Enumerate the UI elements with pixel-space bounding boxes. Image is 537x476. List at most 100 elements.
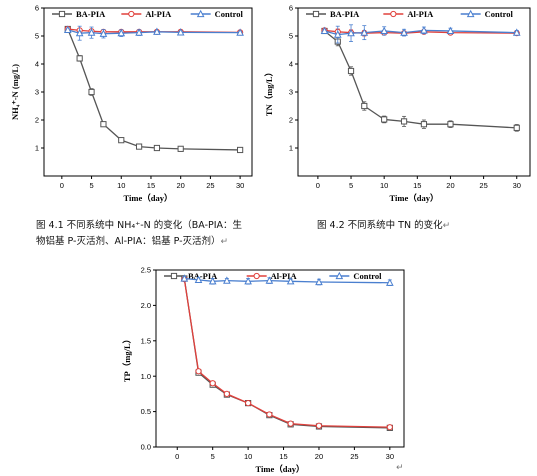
data-point	[320, 26, 329, 35]
series-1	[181, 276, 393, 431]
x-axis-title: Time（day）	[390, 193, 439, 203]
data-point	[135, 28, 143, 36]
y-tick-label: 6	[35, 4, 39, 13]
data-point	[446, 26, 455, 35]
data-point	[176, 28, 185, 36]
data-point	[75, 28, 84, 37]
data-point	[88, 88, 95, 96]
legend-label: BA-PIA	[188, 271, 218, 281]
caption-tn: 图 4.2 不同系统中 TN 的变化	[317, 220, 443, 231]
y-tick-label: 2.5	[141, 266, 151, 275]
data-point	[386, 278, 394, 286]
return-mark: ↵	[220, 237, 229, 247]
legend: BA-PIA Al-PIA Control	[306, 9, 513, 19]
plot-frame	[155, 269, 405, 448]
legend-marker	[196, 9, 205, 18]
data-point	[87, 28, 96, 36]
data-point	[118, 137, 125, 144]
data-point	[315, 277, 323, 286]
legend-label: Al-PIA	[407, 9, 434, 19]
data-point	[76, 55, 83, 62]
y-tick-label: 1	[35, 144, 39, 153]
x-tick-label: 5	[349, 181, 353, 190]
data-point	[420, 26, 428, 34]
x-tick-label: 0	[316, 181, 320, 190]
x-tick-label: 10	[380, 181, 388, 190]
data-point	[381, 116, 388, 123]
x-tick-label: 5	[211, 452, 215, 461]
x-tick-label: 25	[350, 452, 358, 461]
series-line	[183, 278, 390, 429]
y-tick-label: 1	[289, 144, 293, 153]
series-line	[183, 279, 390, 428]
data-point	[194, 275, 203, 284]
data-point	[380, 26, 388, 35]
x-tick-label: 0	[175, 452, 179, 461]
data-point	[135, 143, 143, 150]
y-tick-label: 5	[35, 32, 39, 41]
series-0	[181, 275, 393, 431]
data-point	[63, 25, 72, 33]
y-tick-label: 6	[289, 4, 293, 13]
legend-marker	[58, 10, 66, 18]
data-point	[236, 28, 244, 36]
y-tick-label: 1.0	[141, 372, 151, 381]
y-tick-label: 2.0	[141, 301, 151, 310]
legend-label: Control	[353, 271, 382, 281]
caption-line-2: 物铝基 P-灭活剂、Al-PIA：铝基 P-灭活剂）	[36, 236, 221, 247]
tn-chart: 0 5 10 15 20 25 30 1 2 3 4 5 6 Time（day） TN（mg/L） BA-PI…	[264, 4, 531, 203]
y-axis-title: TN（mg/L）	[264, 68, 274, 116]
data-point	[286, 277, 295, 285]
data-point	[287, 420, 294, 427]
data-point	[244, 277, 252, 285]
return-mark-bottom: ↵	[396, 463, 404, 473]
data-point	[400, 28, 408, 36]
legend-marker	[312, 10, 320, 18]
series-line	[324, 30, 517, 129]
data-point	[512, 28, 521, 36]
y-tick-label: 4	[35, 60, 39, 69]
plot-frame	[43, 7, 253, 177]
data-point	[513, 124, 520, 131]
series-0	[321, 27, 520, 132]
y-tick-label: 5	[289, 32, 293, 41]
y-axis-title: NH₄⁺-N (mg/L)	[10, 64, 20, 120]
data-point	[360, 28, 369, 36]
nh4-chart: 0 5 10 15 20 25 30 1 2 3 4 5 6 Time（day） NH₄⁺-N (mg/L)…	[10, 4, 253, 203]
y-tick-label: 0.5	[141, 407, 151, 416]
legend-label: Control	[485, 9, 514, 19]
tp-chart: 0 5 10 15 20 25 30 0.0 0.5 1.0 1.5 2.0 2.5 Time（day） T…	[122, 266, 405, 474]
y-tick-label: 4	[289, 60, 293, 69]
figure-4-2-caption: 图 4.2 不同系统中 TN 的变化↵	[317, 218, 450, 234]
caption-line-1: 图 4.1 不同系统中 NH₄⁺-N 的变化（BA-PIA：生	[36, 220, 243, 231]
legend-marker	[253, 272, 260, 280]
legend-label: BA-PIA	[330, 9, 360, 19]
y-tick-label: 2	[289, 116, 293, 125]
x-tick-label: 10	[244, 452, 252, 461]
data-point	[266, 411, 273, 418]
x-tick-label: 20	[315, 452, 323, 461]
data-point	[265, 276, 274, 284]
x-tick-label: 15	[147, 181, 155, 190]
data-point	[245, 400, 252, 407]
y-tick-label: 3	[289, 88, 293, 97]
x-tick-label: 15	[279, 452, 287, 461]
data-point	[420, 121, 428, 128]
legend-marker	[466, 9, 475, 18]
x-tick-label: 10	[117, 181, 125, 190]
y-axis-title: TP（mg/L）	[122, 335, 132, 382]
data-point	[209, 380, 216, 387]
legend-marker	[170, 272, 178, 280]
y-tick-label: 3	[35, 88, 39, 97]
data-point	[333, 30, 342, 38]
legend-label: Al-PIA	[145, 9, 172, 19]
x-tick-label: 25	[479, 181, 487, 190]
data-point	[195, 368, 202, 375]
x-tick-label: 15	[413, 181, 421, 190]
x-tick-label: 30	[386, 452, 394, 461]
data-point	[180, 274, 189, 282]
series-2	[180, 274, 394, 286]
x-axis-title: Time（day）	[124, 193, 173, 203]
legend-label: Control	[215, 9, 244, 19]
data-point	[208, 277, 217, 285]
